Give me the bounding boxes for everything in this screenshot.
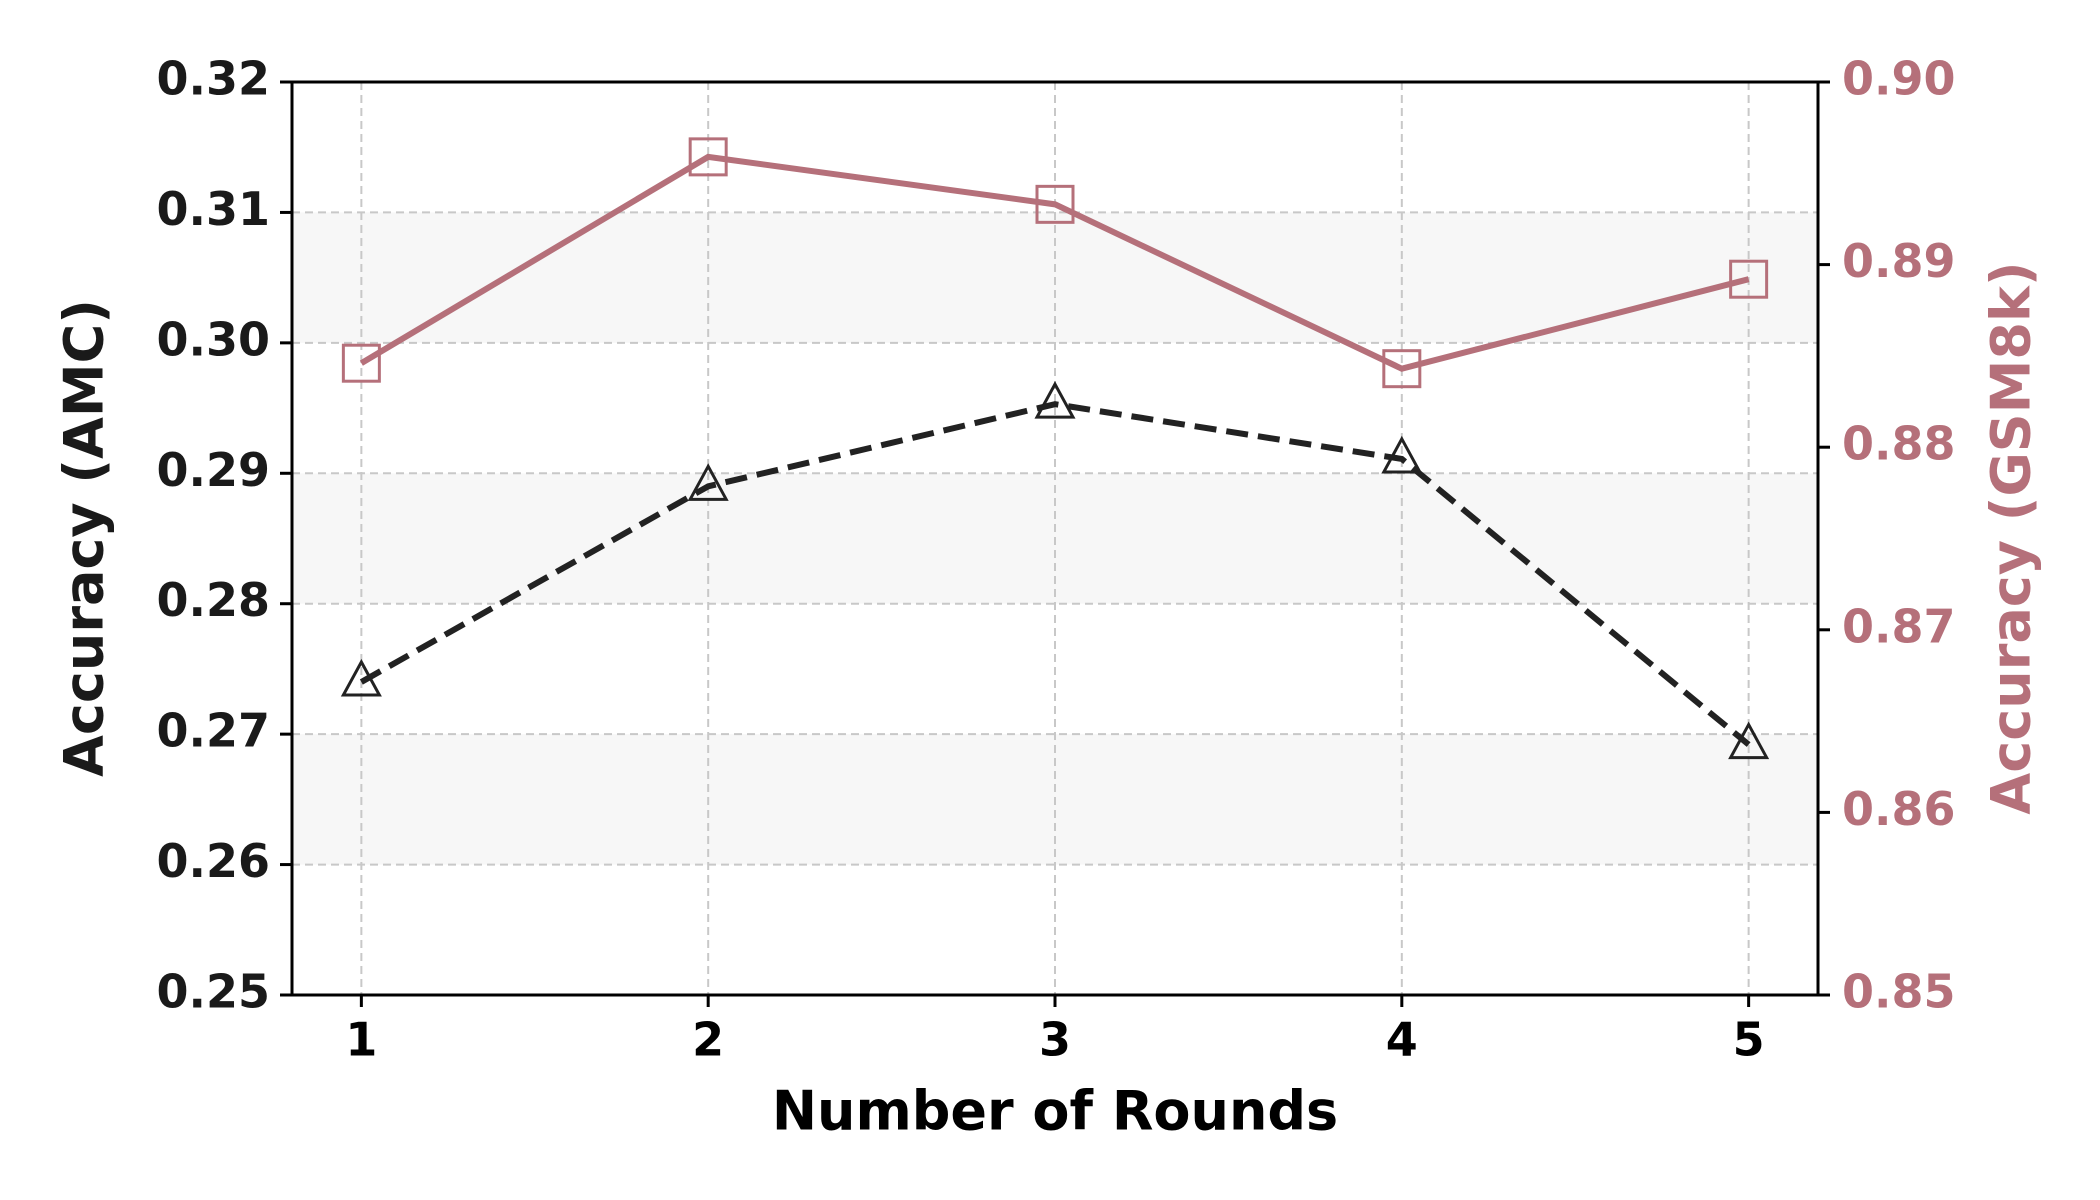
y2-tick-label: 0.85 xyxy=(1842,965,1956,1019)
y-tick-label: 0.26 xyxy=(157,834,271,888)
marker xyxy=(1034,381,1076,419)
y-tick-label: 0.27 xyxy=(157,704,271,758)
x-tick-label: 3 xyxy=(1039,1013,1071,1067)
x-tick-label: 4 xyxy=(1386,1013,1418,1067)
y2-tick-label: 0.88 xyxy=(1842,417,1956,471)
y-tick-label: 0.32 xyxy=(157,52,271,106)
series-line xyxy=(359,401,1751,747)
y2-tick-label: 0.90 xyxy=(1842,52,1956,106)
y2-axis-label: Accuracy (GSM8k) xyxy=(1980,261,2043,814)
marker xyxy=(688,137,728,177)
x-axis-label: Number of Rounds xyxy=(772,1080,1338,1143)
marker xyxy=(340,658,382,697)
marker xyxy=(1381,435,1423,474)
marker xyxy=(1728,721,1770,760)
marker xyxy=(687,463,729,501)
y2-tick-label: 0.89 xyxy=(1842,234,1956,288)
marker xyxy=(1729,259,1769,299)
y-tick-label: 0.29 xyxy=(157,443,271,497)
marker xyxy=(341,343,381,383)
y-tick-label: 0.31 xyxy=(157,182,271,236)
x-tick-label: 5 xyxy=(1733,1013,1765,1067)
plot-area xyxy=(340,137,1770,760)
y-tick-label: 0.25 xyxy=(157,965,271,1019)
marker xyxy=(1035,184,1075,224)
marker xyxy=(1382,349,1422,389)
y-tick-label: 0.28 xyxy=(157,573,271,627)
y2-tick-label: 0.86 xyxy=(1842,782,1956,836)
y-axis-label: Accuracy (AMC) xyxy=(53,299,116,777)
y-tick-label: 0.30 xyxy=(157,312,271,366)
y2-tick-label: 0.87 xyxy=(1842,599,1956,653)
x-tick-label: 1 xyxy=(345,1013,377,1067)
x-tick-label: 2 xyxy=(692,1013,724,1067)
series-line xyxy=(359,153,1750,372)
